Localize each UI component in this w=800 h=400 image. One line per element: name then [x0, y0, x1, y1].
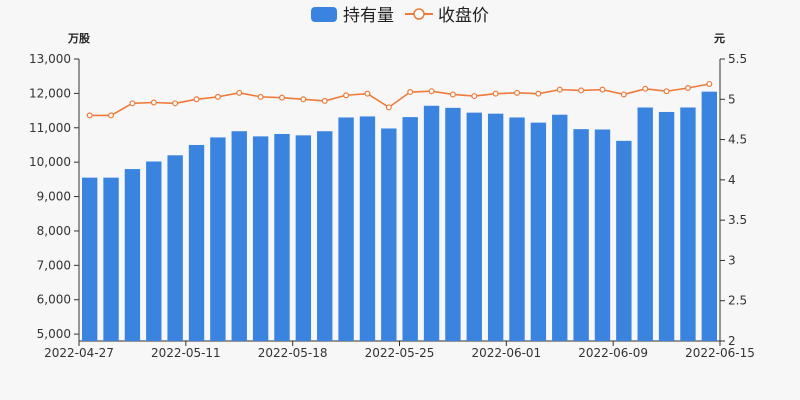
holdings-bar[interactable] — [274, 133, 290, 341]
holdings-bar[interactable] — [658, 111, 675, 342]
legend-item-close-price[interactable]: 收盘价 — [405, 6, 489, 26]
close-price-point[interactable] — [578, 87, 585, 94]
right-tick-label: 4.5 — [728, 133, 747, 147]
holdings-bar[interactable] — [381, 128, 397, 341]
close-price-point[interactable] — [642, 85, 649, 92]
left-axis-unit: 万股 — [67, 32, 91, 45]
right-tick-label: 3 — [728, 253, 736, 267]
holdings-bar[interactable] — [701, 91, 718, 341]
close-price-point[interactable] — [364, 90, 371, 97]
right-tick-label: 3.5 — [728, 213, 747, 227]
close-price-point[interactable] — [129, 100, 136, 107]
close-price-point[interactable] — [492, 90, 499, 97]
close-price-point[interactable] — [214, 93, 221, 100]
right-axis-unit: 元 — [714, 32, 725, 45]
holdings-bar[interactable] — [103, 177, 119, 341]
close-price-point[interactable] — [236, 89, 243, 96]
holdings-bar[interactable] — [616, 140, 632, 341]
close-price-point[interactable] — [684, 85, 691, 92]
close-price-point[interactable] — [343, 92, 350, 99]
holdings-bar[interactable] — [124, 169, 141, 341]
legend-holdings-label: 持有量 — [343, 6, 394, 26]
legend[interactable]: 持有量 收盘价 — [311, 6, 489, 26]
close-price-point[interactable] — [514, 89, 521, 96]
close-price-point[interactable] — [150, 99, 157, 106]
close-price-point[interactable] — [407, 89, 414, 96]
close-price-point[interactable] — [535, 90, 542, 97]
close-price-point[interactable] — [257, 93, 264, 100]
holdings-bar[interactable] — [81, 177, 98, 341]
x-tick-label: 2022-06-09 — [578, 346, 648, 360]
holdings-bar[interactable] — [210, 137, 226, 341]
legend-item-holdings[interactable]: 持有量 — [311, 6, 394, 26]
close-price-point[interactable] — [108, 112, 115, 119]
left-tick-label: 5,000 — [37, 327, 71, 341]
x-tick-label: 2022-05-25 — [365, 346, 435, 360]
close-price-point[interactable] — [321, 97, 328, 104]
close-price-point[interactable] — [556, 86, 563, 93]
holdings-bar[interactable] — [466, 112, 482, 342]
holdings-bar[interactable] — [295, 135, 312, 341]
holdings-bar[interactable] — [252, 136, 269, 341]
close-price-point[interactable] — [471, 93, 478, 100]
holdings-bar[interactable] — [594, 129, 611, 342]
holdings-bar[interactable] — [146, 161, 162, 341]
holdings-bar[interactable] — [552, 114, 568, 342]
legend-price-label: 收盘价 — [438, 6, 489, 26]
left-tick-label: 11,000 — [29, 121, 71, 135]
holdings-bar[interactable] — [423, 105, 440, 342]
left-tick-label: 7,000 — [37, 258, 71, 272]
close-price-point[interactable] — [385, 104, 392, 111]
left-tick-label: 9,000 — [37, 190, 71, 204]
right-tick-label: 5.5 — [728, 52, 747, 66]
close-price-point[interactable] — [278, 94, 285, 101]
holdings-bar[interactable] — [359, 116, 376, 342]
legend-price-swatch-marker — [413, 8, 425, 20]
x-tick-label: 2022-04-27 — [44, 346, 114, 360]
plot-area: 5,000 6,000 7,000 8,000 9,000 10,000 11,000 12,… — [29, 52, 755, 360]
left-tick-label: 13,000 — [29, 52, 71, 66]
close-price-point[interactable] — [663, 88, 670, 95]
close-price-point[interactable] — [449, 91, 456, 98]
x-tick-label: 2022-05-18 — [258, 346, 328, 360]
holdings-bar[interactable] — [402, 117, 418, 342]
close-price-point[interactable] — [300, 96, 307, 103]
holdings-bar[interactable] — [573, 129, 589, 341]
close-price-point[interactable] — [193, 96, 200, 103]
x-tick-label: 2022-06-01 — [471, 346, 541, 360]
left-tick-label: 6,000 — [37, 293, 71, 307]
holdings-bar[interactable] — [637, 107, 653, 342]
holdings-bar[interactable] — [509, 117, 525, 342]
holdings-bar[interactable] — [445, 107, 461, 342]
left-tick-label: 8,000 — [37, 224, 71, 238]
holdings-bar[interactable] — [167, 155, 183, 341]
right-tick-label: 2 — [728, 334, 736, 348]
holdings-bar[interactable] — [338, 117, 354, 342]
close-price-point[interactable] — [428, 88, 435, 95]
right-tick-label: 4 — [728, 173, 736, 187]
right-tick-label: 5 — [728, 92, 736, 106]
left-tick-label: 10,000 — [29, 155, 71, 169]
close-price-point[interactable] — [599, 86, 606, 93]
holdings-bar[interactable] — [680, 107, 696, 342]
holdings-bar[interactable] — [487, 113, 504, 342]
right-tick-label: 2.5 — [728, 294, 747, 308]
legend-holdings-swatch — [311, 7, 337, 22]
holdings-bar[interactable] — [188, 144, 205, 341]
x-tick-label: 2022-06-15 — [685, 346, 755, 360]
close-price-line — [89, 83, 710, 117]
left-tick-label: 12,000 — [29, 86, 71, 100]
holdings-bar[interactable] — [317, 131, 333, 341]
close-price-point[interactable] — [86, 112, 93, 119]
holdings-bar[interactable] — [530, 122, 547, 341]
close-price-point[interactable] — [706, 80, 713, 87]
x-tick-label: 2022-05-11 — [151, 346, 221, 360]
holdings-bar[interactable] — [231, 131, 247, 341]
close-price-point[interactable] — [172, 100, 179, 107]
close-price-point[interactable] — [620, 91, 627, 98]
